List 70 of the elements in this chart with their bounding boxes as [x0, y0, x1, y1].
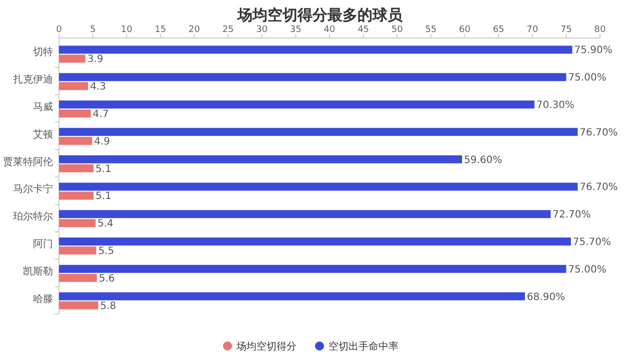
- data-label: 5.1: [95, 191, 112, 202]
- y-tick-label: 马尔卡宁: [13, 183, 53, 196]
- y-tick-label: 贾莱特阿伦: [3, 156, 53, 168]
- data-label: 4.3: [90, 82, 106, 93]
- bar: [59, 192, 94, 200]
- y-tick-label: 艾顿: [33, 128, 53, 140]
- x-tick-label: 35: [290, 25, 302, 35]
- legend-label: 场均空切得分: [236, 340, 296, 352]
- x-tick-label: 75: [560, 25, 572, 35]
- bar: [59, 301, 98, 310]
- x-tick-label: 40: [324, 25, 336, 35]
- bar: [59, 136, 92, 145]
- data-label: 5.1: [95, 164, 112, 175]
- data-label: 5.5: [98, 246, 114, 257]
- y-tick-label: 珀尔特尔: [13, 210, 53, 223]
- bar: [59, 128, 578, 136]
- bar: [59, 210, 551, 218]
- bar: [59, 264, 566, 273]
- data-label: 75.90%: [574, 45, 612, 56]
- x-tick-label: 70: [526, 25, 538, 35]
- y-tick-label: 哈滕: [33, 292, 53, 305]
- y-tick-label: 扎克伊迪: [13, 74, 53, 86]
- data-label: 59.60%: [464, 154, 502, 166]
- bar: [59, 54, 86, 63]
- data-label: 75.70%: [572, 237, 612, 248]
- y-tick-label: 阿门: [33, 238, 53, 250]
- y-tick-label: 凯斯勒: [23, 265, 53, 278]
- bar: [59, 219, 96, 228]
- x-tick-label: 55: [425, 25, 437, 35]
- bar: [59, 238, 571, 246]
- bar: [59, 46, 572, 54]
- x-tick-label: 65: [492, 25, 504, 35]
- bar: [59, 155, 462, 164]
- bar: [59, 292, 525, 300]
- data-label: 4.7: [92, 109, 109, 120]
- chart-title: 场均空切得分最多的球员: [236, 6, 404, 24]
- legend-label: 空切出手命中率: [328, 340, 398, 352]
- bar: [59, 110, 91, 118]
- data-label: 70.30%: [536, 100, 575, 111]
- bar: [59, 182, 578, 191]
- data-label: 4.9: [94, 136, 110, 148]
- x-tick-label: 15: [154, 25, 166, 35]
- x-tick-label: 50: [391, 25, 404, 35]
- data-label: 68.90%: [526, 292, 566, 303]
- data-label: 76.70%: [580, 127, 618, 138]
- x-tick-label: 5: [90, 25, 96, 35]
- data-label: 5.8: [100, 300, 116, 312]
- data-label: 5.6: [98, 273, 115, 284]
- bar: [59, 100, 534, 108]
- bar: [59, 274, 97, 282]
- data-label: 75.00%: [568, 264, 606, 276]
- data-label: 76.70%: [580, 182, 618, 194]
- bar: [59, 82, 88, 90]
- y-tick-label: 马威: [33, 101, 53, 113]
- data-label: 75.00%: [568, 72, 606, 84]
- x-tick-label: 20: [188, 25, 200, 35]
- x-tick-label: 10: [120, 25, 133, 35]
- bar: [59, 246, 96, 254]
- x-tick-label: 0: [56, 25, 62, 35]
- x-tick-label: 60: [459, 25, 471, 35]
- data-label: 72.70%: [552, 210, 591, 221]
- y-tick-label: 切特: [33, 46, 53, 58]
- bar: [59, 164, 94, 172]
- bar: [59, 73, 566, 82]
- x-tick-label: 30: [256, 25, 268, 35]
- x-tick-label: 45: [358, 25, 370, 35]
- data-label: 5.4: [98, 218, 114, 230]
- x-tick-label: 80: [594, 25, 606, 35]
- x-tick-label: 25: [222, 25, 234, 35]
- data-label: 3.9: [87, 54, 104, 66]
